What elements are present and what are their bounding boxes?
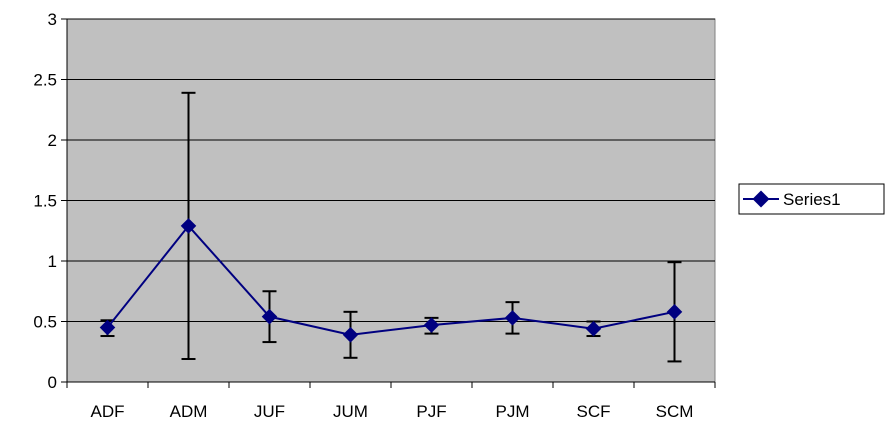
x-axis-ticks: ADF ADM JUF JUM PJF PJM SCF SCM (66, 382, 716, 421)
x-tick-label: PJM (496, 402, 530, 421)
x-tick-label: JUM (333, 402, 368, 421)
gridlines (67, 18, 715, 322)
x-tick-label: JUF (254, 402, 285, 421)
y-tick-label: 2 (48, 131, 57, 150)
y-tick-label: 0.5 (33, 313, 57, 332)
legend: Series1 (738, 183, 885, 215)
y-tick-label: 1 (48, 252, 57, 271)
legend-marker (752, 190, 770, 208)
x-tick-label: ADF (91, 402, 125, 421)
series-line (106, 224, 675, 336)
y-axis-ticks: 0 0.5 1 1.5 2 2.5 3 (33, 10, 67, 392)
y-tick-label: 1.5 (33, 192, 57, 211)
y-tick-label: 3 (48, 10, 57, 29)
x-tick-label: SCM (656, 402, 694, 421)
x-tick-label: PJF (416, 402, 446, 421)
data-point-marker (180, 218, 197, 234)
x-tick-label: ADM (170, 402, 208, 421)
y-tick-label: 2.5 (33, 71, 57, 90)
legend-label: Series1 (783, 190, 841, 209)
y-tick-label: 0 (48, 373, 57, 392)
x-tick-label: SCF (577, 402, 611, 421)
